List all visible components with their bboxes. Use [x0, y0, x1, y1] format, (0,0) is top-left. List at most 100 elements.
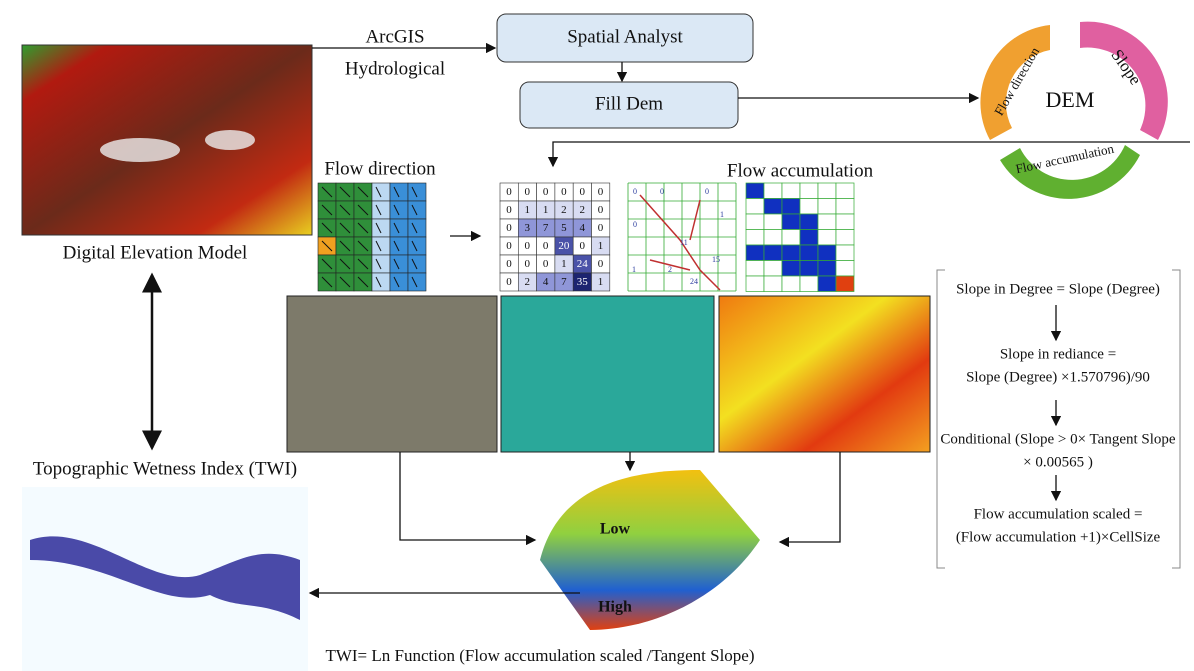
- raster-grid: [746, 183, 854, 292]
- formula-line: × 0.00565 ): [1023, 454, 1093, 470]
- tool-label: ArcGIS: [365, 26, 424, 47]
- grid-cell: [836, 245, 854, 261]
- grid-cell: [746, 214, 764, 230]
- grid-cell: [746, 276, 764, 292]
- grid-cell: [372, 219, 390, 237]
- grid-cell: [746, 199, 764, 215]
- cell-value: 7: [561, 276, 567, 288]
- grid-cell: [782, 261, 800, 277]
- grid-cell: [372, 255, 390, 273]
- grid-cell: [818, 199, 836, 215]
- cell-value: 0: [506, 276, 512, 288]
- formula-line: Conditional (Slope > 0× Tangent Slope: [940, 431, 1176, 447]
- grid-cell: [408, 219, 426, 237]
- grid-cell: [746, 183, 764, 199]
- cell-value: 0: [525, 240, 531, 252]
- cell-value: 5: [561, 222, 567, 234]
- flow-direction-grid: [318, 183, 426, 291]
- cell-value: 2: [579, 204, 585, 216]
- surface-label: Low: [600, 521, 631, 538]
- formula-line: Slope in rediance =: [1000, 346, 1116, 362]
- cell-value: 0: [633, 187, 637, 196]
- grid-cell: [800, 183, 818, 199]
- grid-cell: [800, 261, 818, 277]
- grid-cell: [800, 199, 818, 215]
- cell-value: 1: [598, 240, 604, 252]
- cell-value: 11: [680, 238, 688, 247]
- cell-value: 1: [525, 204, 531, 216]
- surface-3d: [540, 470, 760, 630]
- cell-value: 0: [705, 187, 709, 196]
- formula-line: (Flow accumulation +1)×CellSize: [956, 529, 1161, 545]
- cell-value: 1: [598, 276, 604, 288]
- cell-value: 0: [579, 240, 585, 252]
- cell-value: 2: [561, 204, 567, 216]
- accumulation-raster: [501, 296, 714, 452]
- arrow: [400, 452, 535, 540]
- grid-cell: [746, 245, 764, 261]
- grid-cell: [764, 261, 782, 277]
- grid-cell: [818, 214, 836, 230]
- cell-value: 15: [712, 255, 720, 264]
- cell-value: 0: [543, 258, 549, 270]
- grid-cell: [782, 245, 800, 261]
- grid-cell: [800, 276, 818, 292]
- grid-cell: [782, 230, 800, 246]
- grid-cell: [408, 183, 426, 201]
- cell-value: 0: [633, 220, 637, 229]
- cell-value: 0: [598, 186, 604, 198]
- grid-cell: [836, 230, 854, 246]
- grid-cell: [764, 183, 782, 199]
- cell-value: 0: [543, 240, 549, 252]
- twi-label: Topographic Wetness Index (TWI): [33, 458, 297, 479]
- dem-label: Digital Elevation Model: [63, 242, 248, 263]
- cell-value: 7: [543, 222, 549, 234]
- grid-cell: [372, 273, 390, 291]
- tool-label: Hydrological: [345, 58, 445, 79]
- grid-cell: [390, 237, 408, 255]
- grid-cell: [390, 255, 408, 273]
- grid-cell: [782, 276, 800, 292]
- cell-value: 2: [668, 265, 672, 274]
- cell-value: 24: [577, 258, 589, 270]
- grid-cell: [836, 183, 854, 199]
- grid-cell: [372, 201, 390, 219]
- cell-value: 24: [690, 277, 698, 286]
- diagram: Digital Elevation Model ArcGIS Hydrologi…: [0, 0, 1194, 671]
- cell-value: 0: [506, 204, 512, 216]
- grid-cell: [782, 199, 800, 215]
- grid-cell: [818, 245, 836, 261]
- cell-value: 0: [506, 186, 512, 198]
- grid-cell: [818, 276, 836, 292]
- grid-label: Flow accumulation: [727, 160, 874, 181]
- formula-line: Flow accumulation scaled =: [974, 506, 1143, 522]
- cell-value: 3: [525, 222, 531, 234]
- grid-cell: [818, 261, 836, 277]
- grid-cell: [800, 245, 818, 261]
- grid-cell: [390, 219, 408, 237]
- grid-cell: [800, 214, 818, 230]
- cell-value: 35: [577, 276, 589, 288]
- slope-raster: [719, 296, 930, 452]
- cell-value: 2: [525, 276, 531, 288]
- process-label: Spatial Analyst: [567, 26, 683, 47]
- dem-image: [22, 45, 312, 235]
- cell-value: 1: [543, 204, 549, 216]
- cell-value: 0: [543, 186, 549, 198]
- grid-cell: [818, 183, 836, 199]
- cell-value: 1: [720, 210, 724, 219]
- formula-line: Slope (Degree) ×1.570796)/90: [966, 369, 1150, 385]
- cycle-center: DEM: [1046, 87, 1095, 112]
- grid-cell: [390, 183, 408, 201]
- grid-cell: [764, 230, 782, 246]
- cell-value: 0: [561, 186, 567, 198]
- surface-label: High: [598, 599, 632, 616]
- cell-value: 0: [598, 222, 604, 234]
- bracket: [937, 270, 1180, 568]
- formula-line: Slope in Degree = Slope (Degree): [956, 281, 1160, 297]
- grid-cell: [408, 255, 426, 273]
- cell-value: 4: [543, 276, 549, 288]
- cell-value: 0: [525, 258, 531, 270]
- process-label: Fill Dem: [595, 93, 663, 114]
